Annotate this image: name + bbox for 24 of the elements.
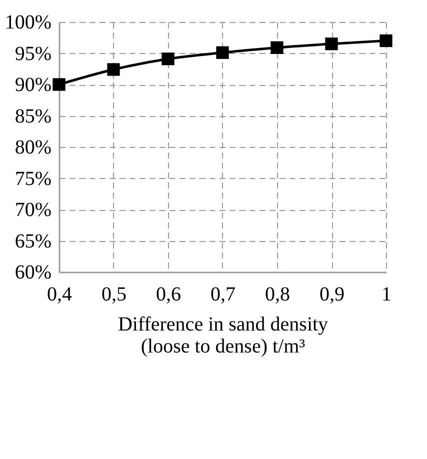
x-tick-label: 0,5 <box>102 284 126 306</box>
y-tick-label: 60% <box>14 262 52 284</box>
x-axis-title: Difference in sand density (loose to dense) t/m³ <box>118 314 328 358</box>
y-tick-label: 90% <box>14 74 52 96</box>
y-tick-label: 100% <box>4 12 52 34</box>
x-tick-label: 0,9 <box>320 284 344 306</box>
y-tick-label: 80% <box>14 136 52 158</box>
y-tick-label: 70% <box>14 199 52 221</box>
point <box>270 41 284 54</box>
x-tick-label: 0,7 <box>210 284 236 306</box>
y-tick-label: 85% <box>14 105 52 128</box>
x-tick-label: 1 <box>382 284 392 306</box>
point <box>380 34 392 48</box>
point <box>162 52 174 66</box>
x-tick-label: 0,6 <box>156 284 181 306</box>
point <box>216 46 229 59</box>
point <box>52 78 66 91</box>
x-tick-label: 0,4 <box>47 284 72 306</box>
point <box>107 63 120 76</box>
x-tick-label: 0,8 <box>265 284 290 306</box>
y-tick-label: 75% <box>14 168 52 190</box>
point <box>325 38 338 50</box>
y-tick-label: 65% <box>14 230 52 252</box>
y-tick-label: 95% <box>14 42 52 65</box>
